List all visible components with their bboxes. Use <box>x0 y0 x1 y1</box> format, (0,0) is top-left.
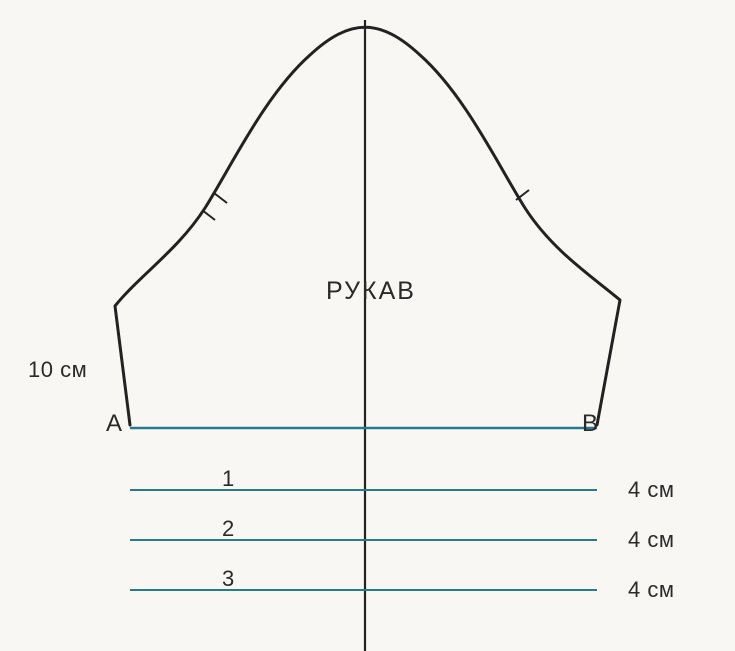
left-seam-label: 10 см <box>28 357 87 383</box>
ruffle-index-3: 3 <box>222 566 235 592</box>
sleeve-pattern-svg <box>0 0 735 651</box>
pattern-title: РУКАВ <box>326 277 416 306</box>
gap-label-1: 4 см <box>628 477 674 503</box>
gap-label-2: 4 см <box>628 527 674 553</box>
ruffle-index-2: 2 <box>222 516 235 542</box>
front-notch-2 <box>214 193 227 203</box>
point-b-label: B <box>582 410 599 438</box>
point-a-label: A <box>106 410 123 438</box>
ruffle-index-1: 1 <box>222 466 235 492</box>
sleeve-outline <box>115 27 620 425</box>
front-notch-1 <box>202 210 215 220</box>
gap-label-3: 4 см <box>628 577 674 603</box>
